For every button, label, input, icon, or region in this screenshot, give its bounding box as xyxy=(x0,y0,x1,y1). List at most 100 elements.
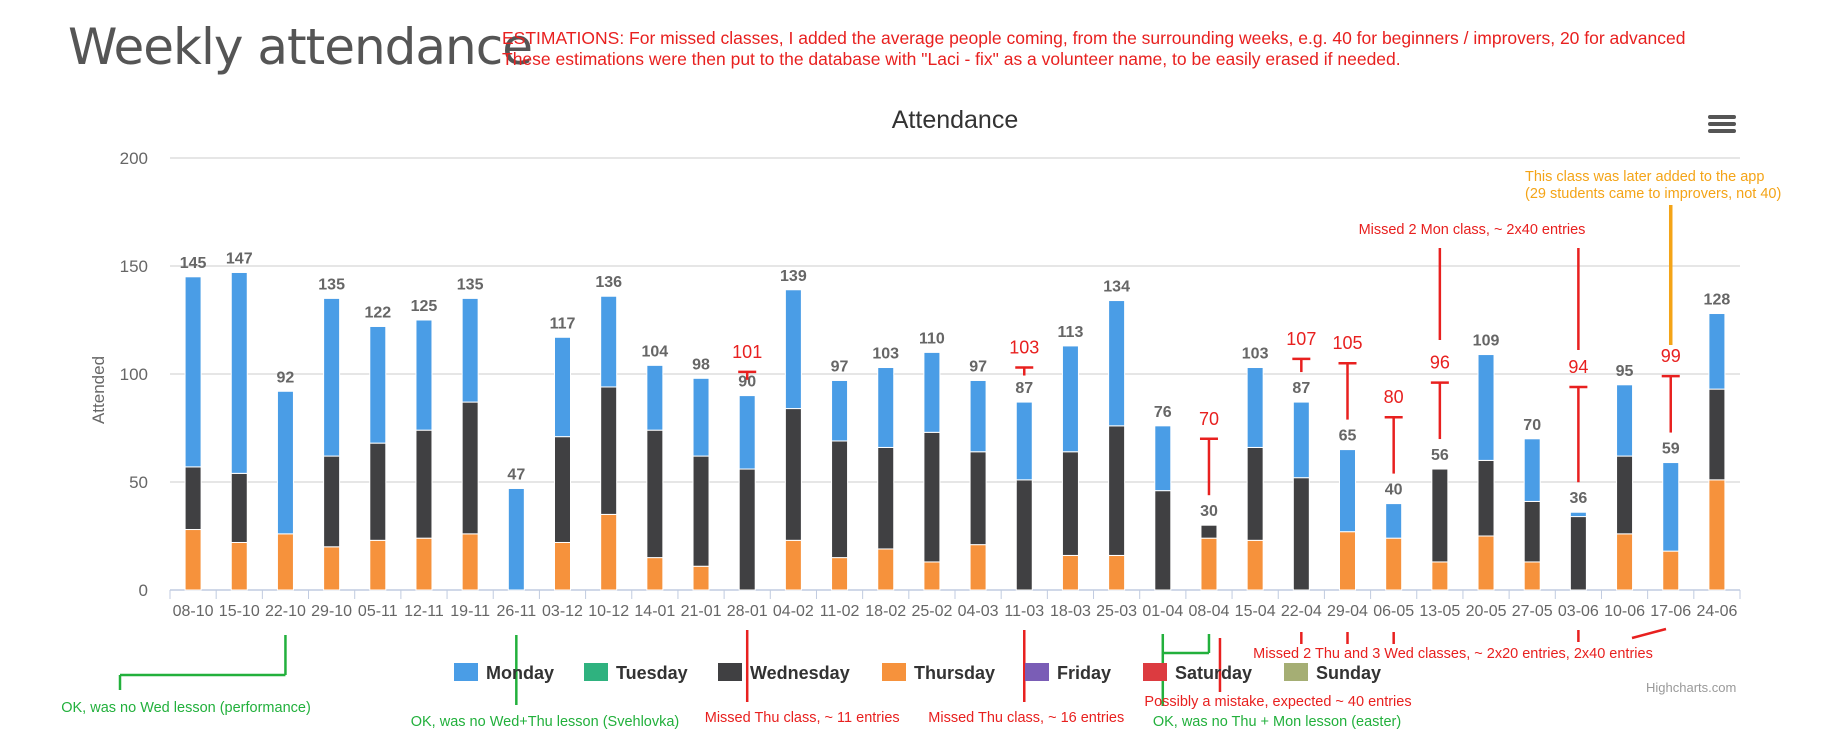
total-label: 139 xyxy=(780,268,807,285)
x-tick-label: 17-06 xyxy=(1650,603,1691,620)
bar-thursday xyxy=(831,557,849,591)
total-label: 97 xyxy=(831,358,849,375)
bar-monday xyxy=(738,395,756,470)
bar-monday xyxy=(1154,425,1172,492)
total-label: 92 xyxy=(277,369,295,386)
total-label: 122 xyxy=(364,304,391,321)
bar-wednesday xyxy=(600,386,618,515)
bar-monday xyxy=(1015,401,1033,481)
legend-swatch xyxy=(1025,663,1049,681)
legend-item-saturday[interactable]: Saturday xyxy=(1143,663,1252,683)
bar-thursday xyxy=(461,533,479,591)
annotation-missed-mon: Missed 2 Mon class, ~ 2x40 entries xyxy=(1359,222,1586,238)
x-tick-label: 03-06 xyxy=(1558,603,1599,620)
x-tick-label: 01-04 xyxy=(1142,603,1183,620)
bar-monday xyxy=(1662,462,1680,552)
legend-item-wednesday[interactable]: Wednesday xyxy=(718,663,850,683)
legend-label: Sunday xyxy=(1316,663,1381,683)
annotation-missed-28-01: Missed Thu class, ~ 11 entries xyxy=(705,710,900,726)
bar-thursday xyxy=(1477,535,1495,591)
annotation-ok-easter: OK, was no Thu + Mon lesson (easter) xyxy=(1153,714,1401,730)
x-tick-label: 27-05 xyxy=(1512,603,1553,620)
x-tick-label: 03-12 xyxy=(542,603,583,620)
bar-wednesday xyxy=(784,408,802,541)
x-tick-label: 04-02 xyxy=(773,603,814,620)
x-tick-label: 08-04 xyxy=(1189,603,1230,620)
bar-monday xyxy=(831,379,849,442)
hamburger-menu-icon[interactable] xyxy=(1708,112,1736,136)
bar-thursday xyxy=(369,539,387,591)
total-label: 47 xyxy=(507,466,525,483)
total-label: 135 xyxy=(457,276,484,293)
legend-swatch xyxy=(584,663,608,681)
bar-wednesday xyxy=(1061,451,1079,556)
total-label: 30 xyxy=(1200,503,1218,520)
estimated-total-label: 96 xyxy=(1430,353,1450,373)
bar-thursday xyxy=(323,546,341,591)
y-tick-label: 50 xyxy=(129,473,148,492)
bar-monday xyxy=(554,336,571,438)
x-tick-label: 21-01 xyxy=(681,603,722,620)
total-label: 110 xyxy=(919,330,945,347)
legend-label: Saturday xyxy=(1175,663,1252,683)
bar-thursday xyxy=(415,537,433,591)
x-tick-label: 25-02 xyxy=(911,603,952,620)
bar-thursday xyxy=(276,533,294,591)
bar-monday xyxy=(1339,449,1356,533)
total-label: 147 xyxy=(226,250,253,267)
bar-wednesday xyxy=(415,429,433,539)
bar-wednesday xyxy=(1246,446,1264,541)
total-label: 90 xyxy=(738,374,756,391)
y-tick-label: 0 xyxy=(139,581,148,600)
total-label: 59 xyxy=(1662,441,1680,458)
bar-thursday xyxy=(1662,550,1680,591)
x-tick-label: 10-06 xyxy=(1604,603,1645,620)
legend-swatch xyxy=(1284,663,1308,681)
bar-wednesday xyxy=(692,455,710,567)
bar-monday xyxy=(184,276,202,468)
bar-monday xyxy=(1708,313,1726,390)
legend-item-sunday[interactable]: Sunday xyxy=(1284,663,1381,683)
x-tick-label: 12-11 xyxy=(404,603,444,620)
bar-thursday xyxy=(1200,537,1218,591)
x-tick-label: 24-06 xyxy=(1696,603,1737,620)
x-tick-label: 18-03 xyxy=(1050,603,1091,620)
x-tick-label: 10-12 xyxy=(588,603,629,620)
estimated-total-label: 70 xyxy=(1199,409,1219,429)
x-tick-label: 15-04 xyxy=(1235,603,1276,620)
bar-wednesday xyxy=(369,442,387,541)
bar-wednesday xyxy=(923,431,941,563)
bar-monday xyxy=(276,390,294,535)
x-tick-label: 11-03 xyxy=(1004,603,1044,620)
bar-wednesday xyxy=(1154,490,1172,591)
total-label: 134 xyxy=(1103,279,1130,296)
total-label: 103 xyxy=(872,346,899,363)
annotation-mistake-08-04: Possibly a mistake, expected ~ 40 entrie… xyxy=(1144,694,1411,710)
total-label: 128 xyxy=(1704,292,1731,309)
x-tick-label: 20-05 xyxy=(1466,603,1507,620)
legend-item-friday[interactable]: Friday xyxy=(1025,663,1111,683)
legend-label: Thursday xyxy=(914,663,995,683)
legend-item-thursday[interactable]: Thursday xyxy=(882,663,995,683)
total-label: 40 xyxy=(1385,482,1403,499)
bar-wednesday xyxy=(1015,479,1033,591)
x-tick-label: 29-04 xyxy=(1327,603,1368,620)
total-label: 104 xyxy=(642,343,669,360)
estimation-note: ESTIMATIONS: For missed classes, I added… xyxy=(502,28,1685,70)
bar-wednesday xyxy=(230,472,248,543)
y-tick-label: 150 xyxy=(120,257,148,276)
total-label: 113 xyxy=(1058,324,1084,341)
bar-thursday xyxy=(600,513,618,591)
x-tick-label: 11-02 xyxy=(820,603,860,620)
x-tick-label: 22-10 xyxy=(265,603,306,620)
annotation-missed-11-03: Missed Thu class, ~ 16 entries xyxy=(928,710,1124,726)
y-tick-label: 100 xyxy=(120,365,148,384)
legend-item-monday[interactable]: Monday xyxy=(454,663,554,683)
bar-thursday xyxy=(1108,554,1126,591)
bar-monday xyxy=(923,351,941,433)
x-tick-label: 06-05 xyxy=(1373,603,1414,620)
legend-item-tuesday[interactable]: Tuesday xyxy=(584,663,688,683)
bar-wednesday xyxy=(1108,425,1126,556)
total-label: 87 xyxy=(1292,380,1310,397)
